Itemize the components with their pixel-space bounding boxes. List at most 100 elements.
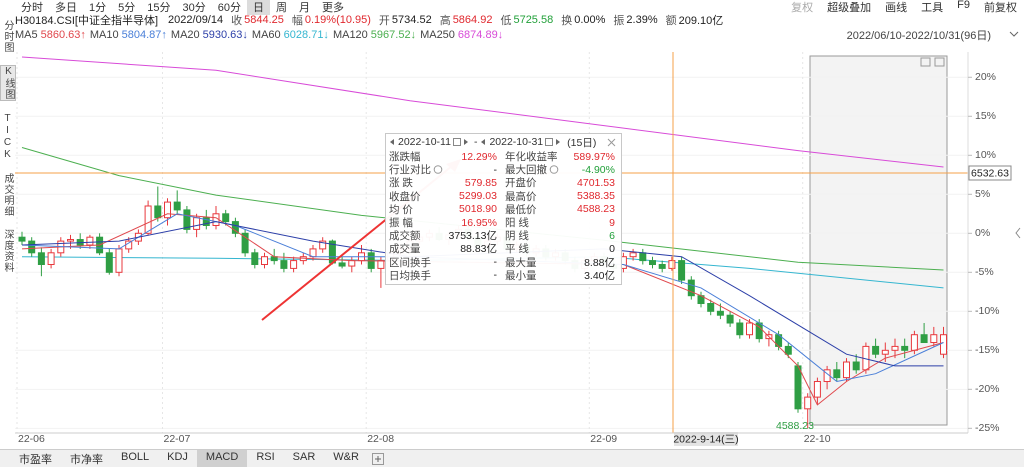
stat-value: 16.95% — [461, 216, 497, 229]
period-tab[interactable]: 更多 — [322, 1, 344, 14]
low-label: 4588.23 — [776, 420, 814, 432]
view-tab[interactable]: K线图 — [0, 65, 16, 101]
stat-value: 12.29% — [461, 150, 497, 163]
candle-body — [804, 396, 812, 410]
date-label: 2022-9-14(三) — [673, 433, 738, 445]
indicator-tab[interactable]: KDJ — [167, 451, 188, 463]
candle-body — [901, 345, 909, 351]
label: 收 — [231, 15, 243, 27]
candle-body — [629, 252, 637, 258]
period-tab[interactable]: 分时 — [21, 1, 43, 14]
date-controls[interactable] — [452, 138, 471, 146]
ma-name: MA5 — [15, 29, 38, 41]
ma-line — [21, 56, 944, 168]
candle-body — [222, 213, 230, 223]
sidebar: 分时图 K线图 TICK 成交明细深度资料 — [0, 20, 16, 285]
indicator-tab[interactable]: MACD — [196, 450, 248, 467]
candle-body — [154, 205, 162, 219]
candle-body — [872, 345, 880, 355]
stat-row: 日均换手 - 最小量 3.40亿 — [386, 269, 621, 282]
view-tab[interactable]: 深度资料 — [2, 229, 13, 273]
tool[interactable]: F9 — [957, 0, 970, 11]
stat-row: 振 幅 16.95% 阳 线 9 — [386, 216, 621, 230]
period-tab[interactable]: 多日 — [55, 1, 77, 14]
candle-body — [251, 252, 259, 266]
start-date[interactable]: 2022-10-11 — [398, 136, 451, 148]
candle-body — [28, 240, 36, 254]
indicator-tab[interactable]: 市净率 — [70, 454, 103, 466]
indicator-tab[interactable]: 市盈率 — [19, 454, 52, 466]
candle-body — [261, 256, 268, 266]
cross-label: 6532.63 — [971, 167, 1009, 179]
stat-label: 涨 跌 — [389, 177, 413, 190]
candle-body — [338, 262, 346, 267]
stat-label: 开盘价 — [505, 177, 537, 190]
y-tick-label: -5% — [975, 266, 994, 278]
indicator-tab[interactable]: SAR — [292, 451, 316, 463]
value: 5864.92 — [452, 14, 493, 26]
indicator-tab[interactable]: BOLL — [121, 451, 150, 463]
indicator-tab[interactable]: RSI — [256, 451, 275, 463]
range-dropdown[interactable] — [1009, 31, 1019, 37]
stat-label: 成交额 — [389, 230, 421, 243]
candle-body — [940, 334, 947, 355]
candle-body — [910, 334, 918, 351]
x-tick-label: 22-09 — [590, 433, 617, 445]
zoom-icon[interactable] — [920, 57, 931, 67]
candle-body — [891, 345, 899, 351]
stat-value: - — [493, 269, 498, 282]
period-tab[interactable]: 15分 — [147, 1, 171, 14]
candle-body — [843, 361, 850, 379]
period-tab[interactable]: 周 — [276, 1, 287, 14]
stat-value: - — [493, 256, 498, 269]
stat-value: 589.97% — [573, 150, 615, 163]
period-tab[interactable]: 30分 — [182, 1, 206, 14]
stat-value: 6 — [609, 229, 615, 242]
stat-row: 行业对比 - 最大回撤 -4.90% — [386, 163, 621, 177]
candle-body — [202, 217, 210, 226]
prev[interactable] — [480, 138, 487, 146]
candle-body — [290, 260, 298, 269]
period-tab[interactable]: 5分 — [118, 1, 136, 14]
tool[interactable]: 画线 — [885, 1, 908, 14]
view-tab[interactable]: 成交明细 — [2, 173, 13, 217]
stat-label: 阴 线 — [505, 230, 529, 243]
tool[interactable]: 工具 — [921, 1, 944, 14]
tool[interactable]: 前复权 — [984, 1, 1017, 14]
period-tab[interactable]: 60分 — [217, 1, 241, 14]
stat-row: 均 价 5018.90 最低价 4588.23 — [386, 203, 621, 216]
view-tab[interactable]: TICK — [2, 113, 13, 161]
end-date[interactable]: 2022-10-31 — [489, 136, 544, 148]
date-controls[interactable] — [545, 138, 563, 146]
period-tab[interactable]: 1分 — [89, 1, 107, 14]
add-tab[interactable] — [371, 453, 384, 465]
stat-value: 9 — [609, 216, 615, 229]
range[interactable]: 2022/06/10-2022/10/31(96日) — [846, 30, 991, 42]
candle-body — [784, 345, 792, 355]
value: 5844.25 — [244, 14, 284, 26]
info-circle — [433, 165, 443, 175]
stat-label: 成交量 — [389, 243, 421, 256]
indicator-tab[interactable]: W&R — [333, 451, 359, 463]
candle-body — [164, 201, 171, 219]
period-tab[interactable]: 日 — [247, 0, 270, 15]
stat-label: 区间换手 — [389, 256, 431, 269]
date-label-box — [674, 432, 738, 446]
close[interactable] — [607, 138, 616, 147]
selection-box — [809, 55, 948, 426]
close-icon[interactable] — [934, 57, 945, 67]
candle-body — [736, 322, 744, 336]
tool[interactable]: 超级叠加 — [827, 1, 872, 14]
period-tab[interactable]: 月 — [299, 1, 310, 14]
tool[interactable]: 复权 — [791, 1, 814, 14]
y-tick-label: -25% — [975, 422, 1000, 434]
view-tab[interactable]: 分时图 — [2, 20, 13, 53]
stat-row: 涨 跌 579.85 开盘价 4701.53 — [386, 176, 621, 190]
stat-row: 成交额 3753.13亿阴 线 6 — [386, 229, 621, 243]
stat-label: 收盘价 — [389, 190, 421, 203]
candle-body — [18, 236, 26, 242]
stat-label: 振 幅 — [389, 217, 413, 230]
prev[interactable] — [389, 138, 396, 146]
value: 0.00% — [574, 14, 606, 26]
collapse-icon[interactable] — [1015, 227, 1021, 239]
